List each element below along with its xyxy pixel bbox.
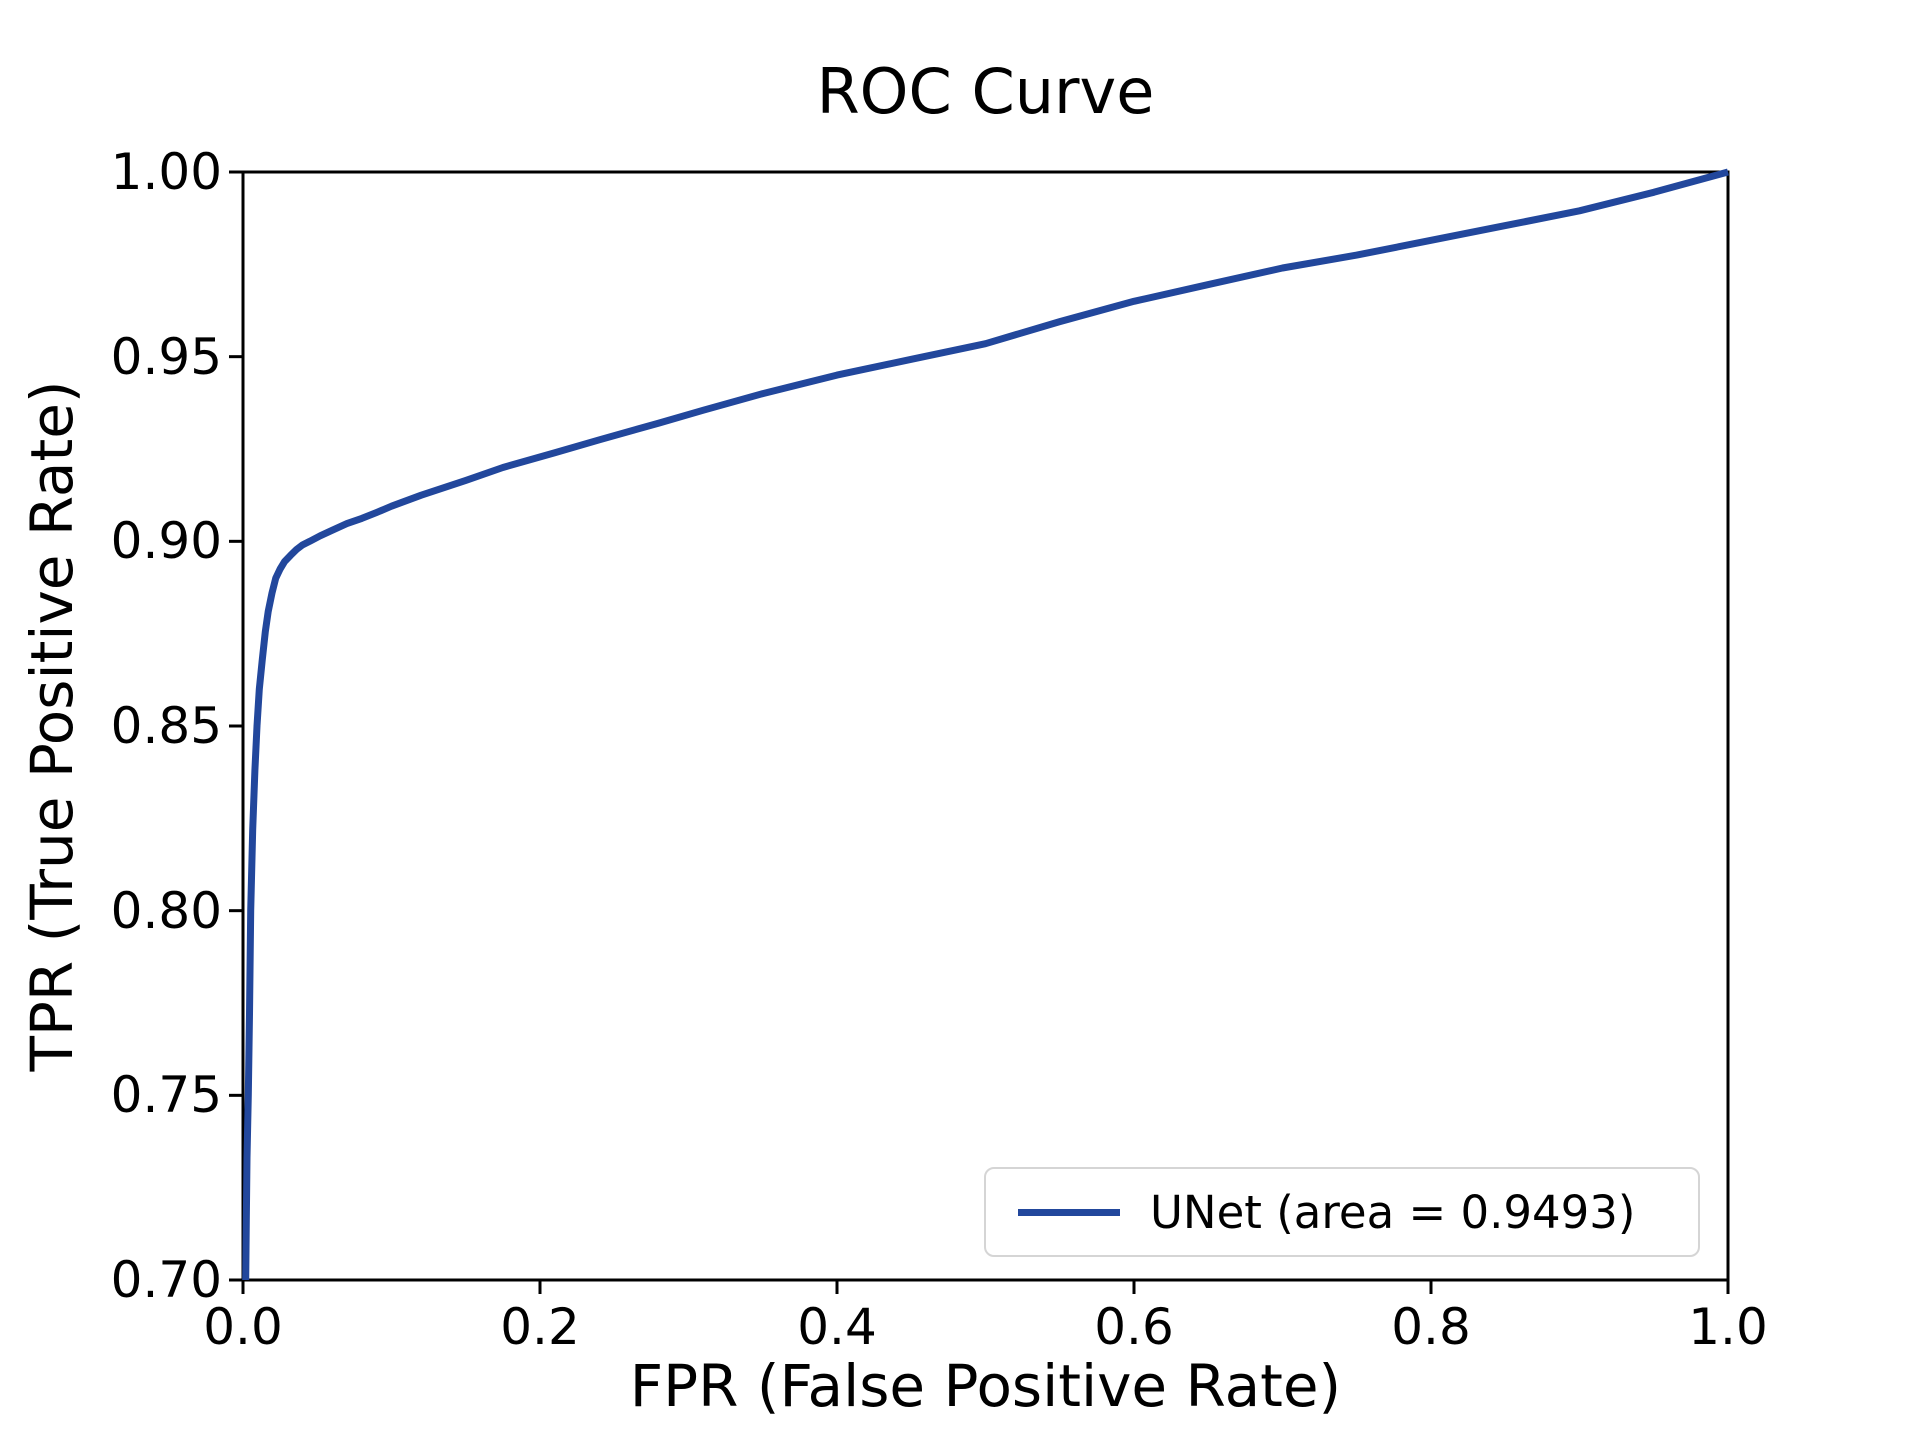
plot-border	[241, 170, 1730, 1282]
x-axis-label: FPR (False Positive Rate)	[629, 1352, 1342, 1420]
y-tick-label: 0.75	[110, 1066, 222, 1125]
y-tick-label: 0.85	[110, 697, 222, 755]
roc-curve-line	[242, 168, 1729, 1281]
x-tick-label: 0.8	[1391, 1298, 1471, 1356]
y-tick-label: 0.80	[110, 881, 222, 940]
x-tick-label: 0.6	[1094, 1298, 1174, 1356]
legend: UNet (area = 0.9493)	[984, 1167, 1700, 1257]
x-tick-label: 1.0	[1688, 1298, 1768, 1356]
x-tick-label: 0.0	[203, 1298, 283, 1356]
y-tick-label: 1.00	[110, 143, 222, 201]
y-tick-label: 0.95	[110, 327, 222, 386]
y-tick-label: 0.70	[110, 1251, 222, 1309]
x-tick-label: 0.4	[797, 1298, 877, 1356]
legend-label: UNet (area = 0.9493)	[1150, 1185, 1636, 1239]
chart-title: ROC Curve	[816, 55, 1155, 128]
x-tick-label: 0.2	[500, 1298, 580, 1356]
legend-line-icon	[1018, 1208, 1120, 1216]
y-tick-label: 0.90	[110, 512, 222, 571]
